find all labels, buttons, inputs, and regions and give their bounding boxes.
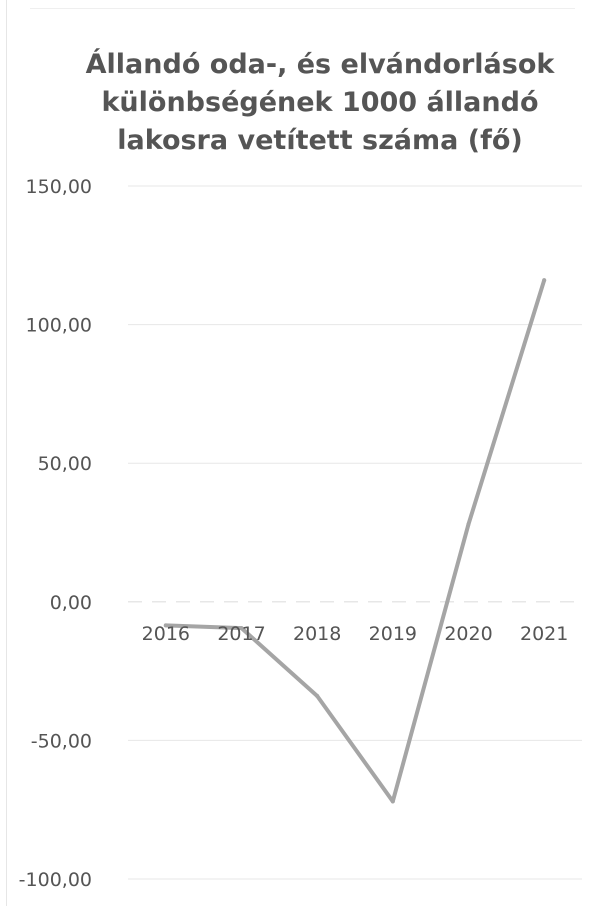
y-tick-label: 50,00 [38,453,92,475]
data-point-2019 [390,799,395,804]
y-tick-label: -50,00 [31,730,92,752]
x-tick-label-2021: 2021 [520,623,568,645]
data-point-2021 [542,278,547,283]
chart-title-line-2: különbségének 1000 állandó [101,87,539,118]
x-tick-label-2019: 2019 [369,623,417,645]
x-tick-label-2016: 2016 [142,623,190,645]
series-line-0 [163,278,547,804]
chart-title-line-3: lakosra vetített száma (fő) [117,125,523,156]
chart-title: Állandó oda-, és elvándorlások különbség… [40,46,600,160]
chart-title-line-1: Állandó oda-, és elvándorlások [85,49,555,80]
data-point-2017 [239,626,244,631]
x-tick-label-2020: 2020 [444,623,492,645]
y-axis-tick-labels: 150,00 100,00 50,00 0,00 -50,00 -100,00 [19,176,92,891]
scan-top-edge [30,8,575,9]
scan-edge [6,0,7,906]
y-tick-label: -100,00 [19,869,92,891]
data-point-2020 [466,522,471,527]
x-tick-label-2017: 2017 [217,623,265,645]
y-tick-label: 100,00 [26,315,92,337]
series-layer [163,278,547,804]
data-point-2018 [315,694,320,699]
x-axis-tick-labels: 2016 2017 2018 2019 2020 2021 [142,623,569,645]
y-tick-label: 0,00 [50,592,92,614]
y-tick-label: 150,00 [26,176,92,198]
data-point-2016 [163,623,168,628]
x-tick-label-2018: 2018 [293,623,341,645]
gridlines [128,185,582,880]
